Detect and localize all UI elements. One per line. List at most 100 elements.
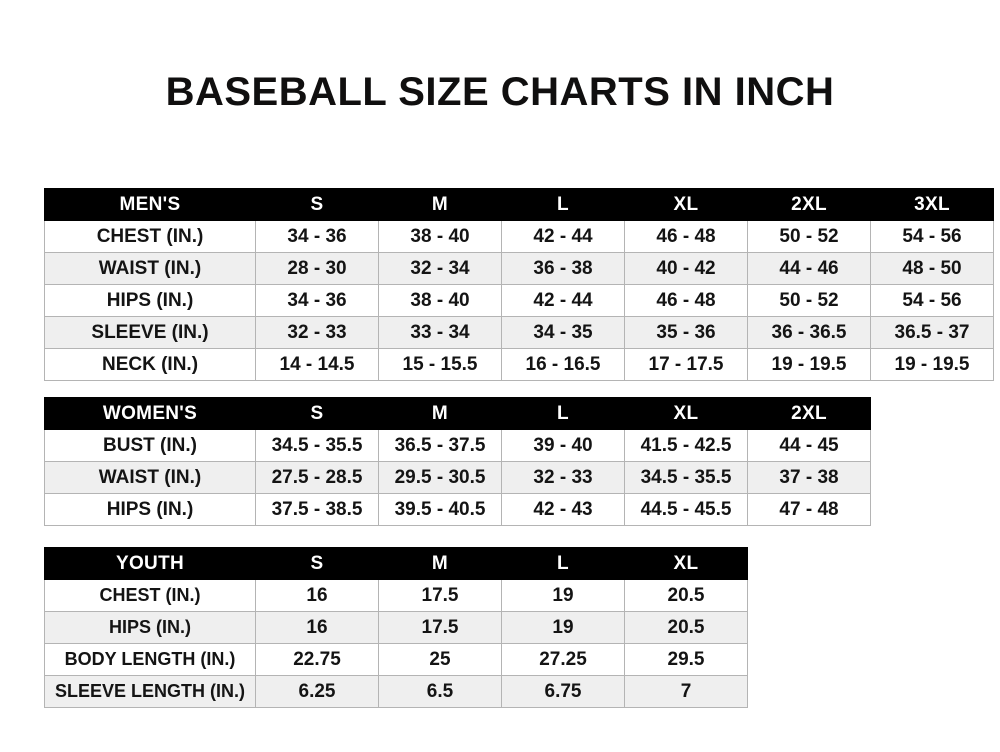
column-header-3xl: 3XL (870, 188, 994, 221)
table-header-row: WOMEN'S S M L XL 2XL (44, 397, 871, 430)
row-label: WAIST (IN.) (44, 252, 256, 285)
measurement-cell: 46 - 48 (624, 284, 748, 317)
table-row: WAIST (IN.) 27.5 - 28.5 29.5 - 30.5 32 - 33… (44, 461, 871, 494)
measurement-cell: 42 - 43 (501, 493, 625, 526)
youth-table-body: CHEST (IN.) 16 17.5 19 20.5 HIPS (IN.) 16 17.5 1… (44, 579, 748, 708)
measurement-cell: 47 - 48 (747, 493, 871, 526)
table-row: HIPS (IN.) 16 17.5 19 20.5 (44, 611, 748, 644)
table-header-row: YOUTH S M L XL (44, 547, 748, 580)
row-label: SLEEVE LENGTH (IN.) (44, 675, 256, 708)
column-header-s: S (255, 397, 379, 430)
measurement-cell: 40 - 42 (624, 252, 748, 285)
table-header-row: MEN'S S M L XL 2XL 3XL (44, 188, 994, 221)
measurement-cell: 27.25 (501, 643, 625, 676)
measurement-cell: 36 - 38 (501, 252, 625, 285)
measurement-cell: 6.25 (255, 675, 379, 708)
measurement-cell: 17.5 (378, 579, 502, 612)
column-header-m: M (378, 397, 502, 430)
measurement-cell: 22.75 (255, 643, 379, 676)
column-header-s: S (255, 188, 379, 221)
measurement-cell: 32 - 34 (378, 252, 502, 285)
mens-table-header: MEN'S S M L XL 2XL 3XL (44, 188, 994, 221)
measurement-cell: 36 - 36.5 (747, 316, 871, 349)
youth-size-table: YOUTH S M L XL CHEST (IN.) 16 17.5 19 20.5 HIPS (… (44, 547, 748, 708)
row-label: CHEST (IN.) (44, 579, 256, 612)
measurement-cell: 6.5 (378, 675, 502, 708)
measurement-cell: 48 - 50 (870, 252, 994, 285)
row-label: BUST (IN.) (44, 429, 256, 462)
measurement-cell: 17 - 17.5 (624, 348, 748, 381)
table-row: CHEST (IN.) 16 17.5 19 20.5 (44, 579, 748, 612)
measurement-cell: 29.5 (624, 643, 748, 676)
column-header-l: L (501, 547, 625, 580)
measurement-cell: 15 - 15.5 (378, 348, 502, 381)
measurement-cell: 38 - 40 (378, 220, 502, 253)
row-label: HIPS (IN.) (44, 493, 256, 526)
table-row: WAIST (IN.) 28 - 30 32 - 34 36 - 38 40 - 42 4… (44, 252, 994, 285)
column-header-s: S (255, 547, 379, 580)
measurement-cell: 32 - 33 (255, 316, 379, 349)
womens-table-header: WOMEN'S S M L XL 2XL (44, 397, 871, 430)
measurement-cell: 42 - 44 (501, 284, 625, 317)
column-header-m: M (378, 547, 502, 580)
table-row: HIPS (IN.) 37.5 - 38.5 39.5 - 40.5 42 - 43 4… (44, 493, 871, 526)
measurement-cell: 16 (255, 579, 379, 612)
measurement-cell: 50 - 52 (747, 220, 871, 253)
measurement-cell: 16 (255, 611, 379, 644)
measurement-cell: 34 - 36 (255, 284, 379, 317)
measurement-cell: 50 - 52 (747, 284, 871, 317)
table-row: SLEEVE (IN.) 32 - 33 33 - 34 34 - 35 35 - 36… (44, 316, 994, 349)
measurement-cell: 20.5 (624, 579, 748, 612)
column-header-xl: XL (624, 547, 748, 580)
measurement-cell: 36.5 - 37 (870, 316, 994, 349)
measurement-cell: 37.5 - 38.5 (255, 493, 379, 526)
measurement-cell: 46 - 48 (624, 220, 748, 253)
column-header-l: L (501, 188, 625, 221)
table-row: CHEST (IN.) 34 - 36 38 - 40 42 - 44 46 - 48 5… (44, 220, 994, 253)
measurement-cell: 44 - 46 (747, 252, 871, 285)
measurement-cell: 19 (501, 579, 625, 612)
column-header-m: M (378, 188, 502, 221)
womens-table-body: BUST (IN.) 34.5 - 35.5 36.5 - 37.5 39 - 40 4… (44, 429, 871, 526)
row-label: BODY LENGTH (IN.) (44, 643, 256, 676)
measurement-cell: 19 - 19.5 (870, 348, 994, 381)
mens-size-table: MEN'S S M L XL 2XL 3XL CHEST (IN.) 34 - 36 38 - … (44, 188, 994, 381)
column-header-xl: XL (624, 397, 748, 430)
measurement-cell: 20.5 (624, 611, 748, 644)
measurement-cell: 17.5 (378, 611, 502, 644)
measurement-cell: 25 (378, 643, 502, 676)
measurement-cell: 16 - 16.5 (501, 348, 625, 381)
column-header-2xl: 2XL (747, 397, 871, 430)
measurement-cell: 54 - 56 (870, 284, 994, 317)
table-category-header: YOUTH (44, 547, 256, 580)
measurement-cell: 34.5 - 35.5 (624, 461, 748, 494)
measurement-cell: 28 - 30 (255, 252, 379, 285)
measurement-cell: 37 - 38 (747, 461, 871, 494)
row-label: HIPS (IN.) (44, 284, 256, 317)
measurement-cell: 19 - 19.5 (747, 348, 871, 381)
row-label: WAIST (IN.) (44, 461, 256, 494)
measurement-cell: 6.75 (501, 675, 625, 708)
table-row: BUST (IN.) 34.5 - 35.5 36.5 - 37.5 39 - 40 4… (44, 429, 871, 462)
measurement-cell: 38 - 40 (378, 284, 502, 317)
mens-table-body: CHEST (IN.) 34 - 36 38 - 40 42 - 44 46 - 48 5… (44, 220, 994, 381)
table-row: HIPS (IN.) 34 - 36 38 - 40 42 - 44 46 - 48 50… (44, 284, 994, 317)
table-category-header: WOMEN'S (44, 397, 256, 430)
measurement-cell: 39.5 - 40.5 (378, 493, 502, 526)
table-row: BODY LENGTH (IN.) 22.75 25 27.25 29.5 (44, 643, 748, 676)
womens-size-table: WOMEN'S S M L XL 2XL BUST (IN.) 34.5 - 35.5 36.… (44, 397, 871, 526)
measurement-cell: 34 - 35 (501, 316, 625, 349)
measurement-cell: 36.5 - 37.5 (378, 429, 502, 462)
measurement-cell: 44.5 - 45.5 (624, 493, 748, 526)
measurement-cell: 54 - 56 (870, 220, 994, 253)
measurement-cell: 33 - 34 (378, 316, 502, 349)
youth-table-header: YOUTH S M L XL (44, 547, 748, 580)
measurement-cell: 29.5 - 30.5 (378, 461, 502, 494)
page-title: BASEBALL SIZE CHARTS IN INCH (165, 70, 835, 114)
row-label: NECK (IN.) (44, 348, 256, 381)
row-label: SLEEVE (IN.) (44, 316, 256, 349)
measurement-cell: 27.5 - 28.5 (255, 461, 379, 494)
table-row: NECK (IN.) 14 - 14.5 15 - 15.5 16 - 16.5 17 … (44, 348, 994, 381)
table-row: SLEEVE LENGTH (IN.) 6.25 6.5 6.75 7 (44, 675, 748, 708)
